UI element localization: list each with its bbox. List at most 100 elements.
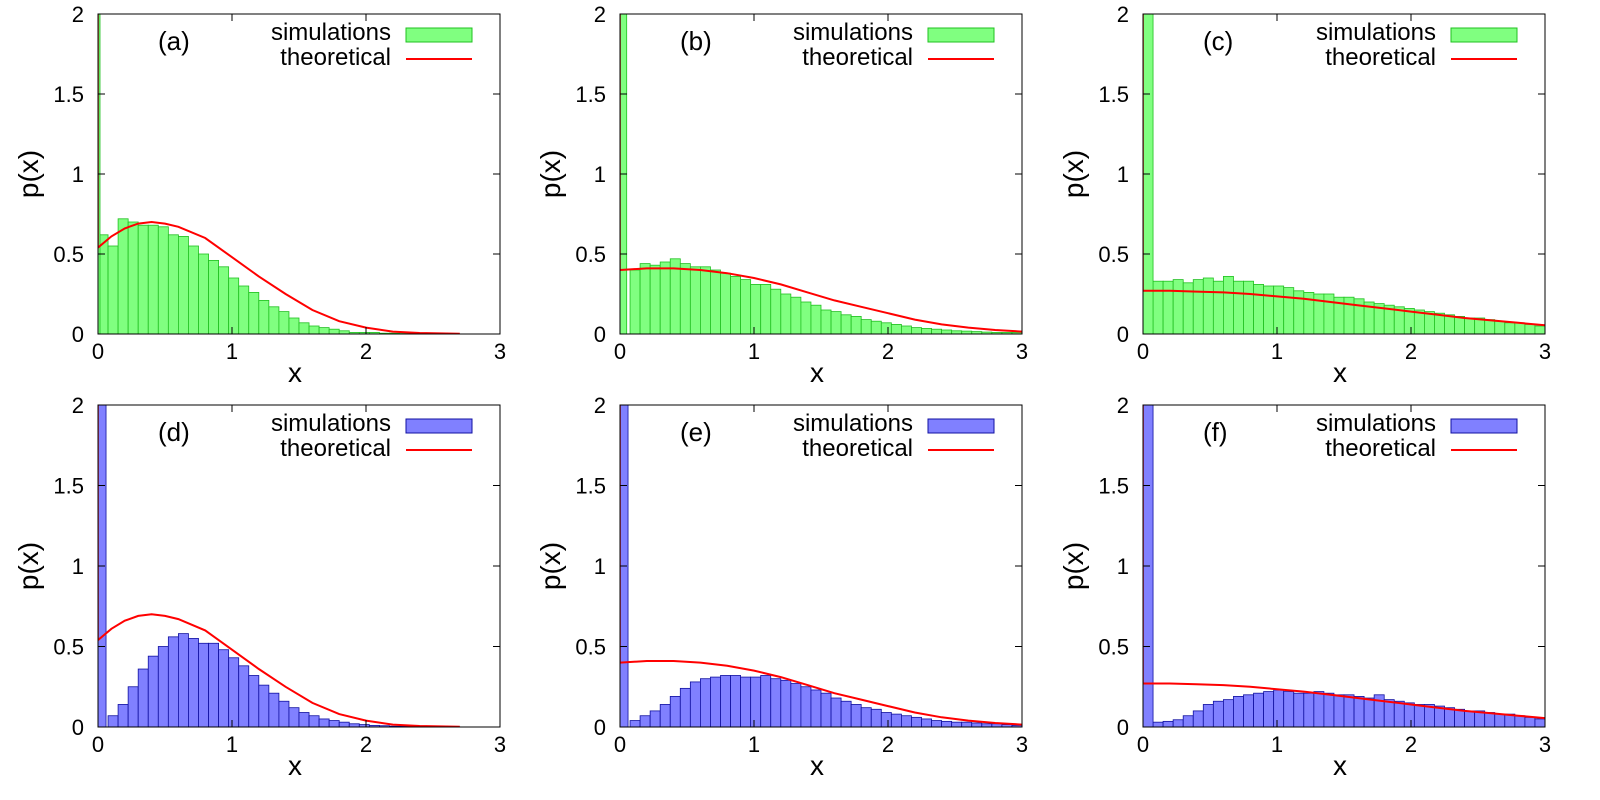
x-tick-label: 1 (748, 732, 760, 757)
y-tick-label: 0.5 (575, 635, 606, 660)
histogram-bar (921, 327, 932, 334)
histogram-bar (740, 676, 752, 727)
histogram-bar (238, 665, 250, 727)
x-axis-label: x (810, 750, 824, 781)
theoretical-line (98, 613, 460, 727)
histogram-bar (268, 692, 280, 727)
histogram-bar (308, 325, 320, 334)
histogram-bar (700, 266, 711, 334)
x-tick-label: 3 (494, 732, 506, 757)
chart-panel: 0 1 2 3 0 0.5 1 1.5 2 x p(x) (c) simulationstheoreti… (1058, 2, 1551, 388)
histogram-bar (188, 638, 199, 727)
histogram-bar (298, 712, 310, 727)
histogram-bar (689, 681, 701, 727)
histogram-bar (830, 311, 842, 334)
histogram-bar (830, 697, 842, 727)
histogram-bar (890, 323, 902, 334)
x-tick-label: 0 (614, 339, 626, 364)
x-axis-label: x (1333, 357, 1347, 388)
theoretical-line (1143, 682, 1545, 720)
histogram-bar (720, 675, 731, 727)
histogram-bar (639, 263, 651, 334)
histogram-bar (770, 678, 782, 727)
legend-swatch-simulations (1450, 27, 1518, 43)
histogram-bar (1444, 314, 1455, 334)
histogram-bar (117, 218, 129, 334)
histogram-bar (890, 713, 902, 727)
x-tick-label: 1 (226, 339, 238, 364)
panel-label: (e) (680, 417, 712, 447)
legend-label-theoretical: theoretical (1325, 435, 1436, 462)
y-tick-label: 0 (1117, 715, 1129, 740)
x-tick-label: 3 (1016, 732, 1028, 757)
histogram-bar (218, 266, 230, 334)
histogram-bar (860, 319, 872, 334)
x-axis-label: x (1333, 750, 1347, 781)
histogram-bar (1243, 694, 1254, 727)
y-tick-label: 1.5 (575, 474, 606, 499)
histogram-bar (1223, 699, 1234, 727)
panel-label: (a) (158, 26, 190, 56)
histogram-bar (1494, 713, 1506, 727)
histogram-bar (911, 327, 922, 334)
y-tick-label: 0.5 (1098, 635, 1129, 660)
histogram-bar (1172, 719, 1184, 727)
legend-label-simulations: simulations (271, 19, 391, 46)
histogram-bar (790, 683, 802, 727)
legend-swatch-simulations (927, 418, 995, 434)
histogram-bar (1243, 280, 1254, 334)
histogram-bar (188, 245, 199, 334)
histogram-bar (1283, 691, 1295, 727)
histogram-bar (238, 285, 250, 334)
histogram-bar (1212, 280, 1224, 334)
y-tick-label: 2 (1117, 393, 1129, 418)
histogram-bar (1223, 275, 1234, 334)
histogram-bar (157, 226, 169, 334)
x-tick-label: 1 (1271, 339, 1283, 364)
histogram-bar (1383, 699, 1395, 727)
histogram-bar (1534, 718, 1545, 727)
histogram-bar (318, 718, 330, 727)
histogram-bar (1162, 280, 1174, 334)
histogram-bar (137, 224, 149, 334)
histogram-bar (208, 259, 220, 334)
histogram-bar (659, 261, 671, 334)
histogram-bar (248, 291, 260, 334)
histogram-bar (198, 642, 209, 727)
panel-label: (f) (1203, 417, 1228, 447)
histogram-bar (248, 675, 260, 727)
histogram-bar (850, 315, 862, 334)
histogram-bar (1202, 277, 1214, 334)
histogram-bar (1353, 696, 1365, 727)
histogram-bar (689, 266, 701, 334)
histogram-bar (679, 263, 691, 334)
histogram-bar (1514, 322, 1526, 334)
histogram-bar (840, 700, 852, 727)
histogram-bar (268, 306, 280, 334)
histogram-bar (850, 704, 862, 727)
histogram-bar (117, 704, 129, 727)
histogram-bar (1192, 710, 1204, 727)
histogram-bar (669, 258, 681, 334)
histogram-bar (941, 329, 953, 334)
x-tick-label: 2 (882, 732, 894, 757)
histogram-bar (820, 309, 832, 334)
y-tick-label: 1 (1117, 162, 1129, 187)
histogram-bar (1293, 692, 1305, 727)
y-tick-label: 1 (1117, 554, 1129, 579)
x-tick-label: 2 (360, 339, 372, 364)
histogram-bar (1273, 285, 1285, 334)
histogram-bar (198, 253, 209, 334)
histogram-bar (870, 320, 882, 334)
y-tick-label: 1 (72, 554, 84, 579)
histogram-bar (760, 675, 772, 727)
x-tick-label: 1 (748, 339, 760, 364)
y-axis-label: p(x) (535, 542, 566, 590)
y-tick-label: 1.5 (1098, 82, 1129, 107)
histogram-bar (730, 275, 741, 334)
histogram-bar (218, 649, 230, 727)
chart-panel: 0 1 2 3 0 0.5 1 1.5 2 x p(x) (d) simulationstheoreti… (13, 393, 506, 781)
histogram-bar (780, 293, 792, 334)
y-tick-label: 1.5 (575, 82, 606, 107)
histogram-bar (308, 715, 320, 727)
